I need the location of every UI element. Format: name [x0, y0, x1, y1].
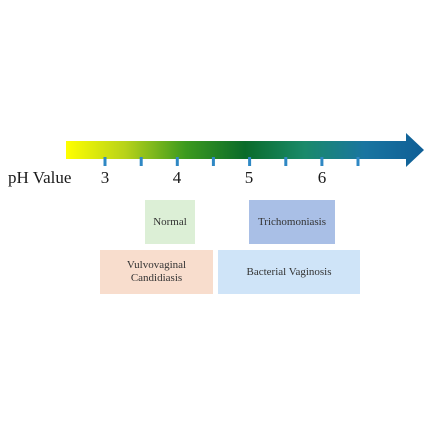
ph-tick-mark [356, 157, 360, 166]
tick-label-4: 4 [172, 168, 182, 187]
ph-tick-mark [103, 157, 107, 166]
trichomoniasis-box: Trichomoniasis [249, 200, 335, 244]
vulvovaginal-candidiasis-box: Vulvovaginal Candidiasis [100, 250, 213, 294]
normal-label: Normal [153, 215, 187, 228]
ph-tick-mark [248, 157, 252, 166]
axis-title: pH Value [8, 168, 72, 187]
normal-box: Normal [145, 200, 195, 244]
tick-label-6: 6 [317, 168, 327, 187]
ph-tick-mark [139, 157, 143, 166]
bacterial-vaginosis-label: Bacterial Vaginosis [246, 265, 332, 278]
ph-tick-mark [320, 157, 324, 166]
ph-gradient-arrow [66, 133, 424, 167]
trichomoniasis-label: Trichomoniasis [257, 215, 327, 228]
ph-ticks [103, 157, 360, 166]
ph-tick-mark [284, 157, 288, 166]
ph-tick-mark [211, 157, 215, 166]
tick-label-5: 5 [244, 168, 254, 187]
vulvovaginal-candidiasis-label: Vulvovaginal Candidiasis [126, 259, 187, 284]
bacterial-vaginosis-box: Bacterial Vaginosis [218, 250, 360, 294]
ph-tick-mark [175, 157, 179, 166]
tick-label-3: 3 [100, 168, 110, 187]
